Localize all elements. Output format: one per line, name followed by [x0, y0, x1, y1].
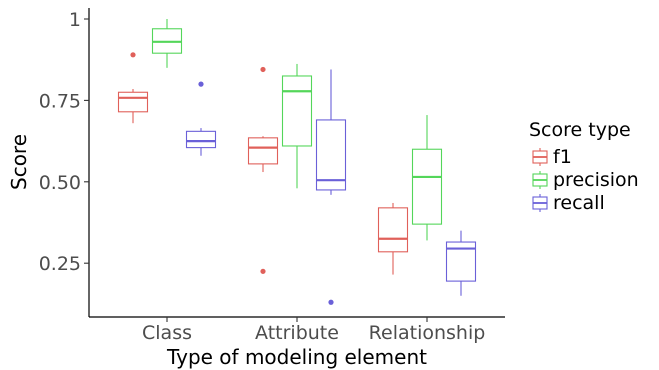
iqr-box [281, 75, 313, 147]
box-f1-relationship [377, 202, 409, 275]
y-tick-label: 0.50 [39, 172, 81, 194]
iqr-box [315, 119, 347, 191]
legend-label: recall [553, 192, 605, 214]
x-tick-label: Relationship [369, 322, 486, 344]
x-axis-title: Type of modeling element [166, 345, 427, 369]
iqr-box [247, 137, 279, 165]
x-axis-ticks: Class Attribute Relationship [142, 317, 485, 344]
outlier-point [328, 299, 334, 305]
iqr-box [411, 148, 443, 225]
box-recall-attribute [315, 69, 347, 305]
iqr-box [185, 130, 217, 149]
box-precision-class [151, 19, 183, 68]
legend-label: f1 [553, 146, 572, 168]
box-f1-class [117, 52, 149, 124]
legend-item-precision: precision [532, 169, 639, 191]
outlier-point [198, 81, 204, 87]
legend-label: precision [553, 169, 639, 191]
y-tick-label: 0.25 [39, 253, 81, 275]
iqr-box [377, 207, 409, 253]
outlier-point [130, 52, 136, 58]
box-precision-relationship [411, 115, 443, 241]
y-axis-ticks: 0.25 0.50 0.75 1 [39, 9, 89, 275]
x-tick-label: Class [142, 322, 192, 344]
legend-item-f1: f1 [532, 146, 572, 168]
y-axis-title: Score [7, 134, 31, 190]
plot-area [117, 19, 477, 305]
outlier-point [260, 268, 266, 274]
box-recall-relationship [445, 230, 477, 296]
y-tick-label: 1 [69, 9, 81, 31]
iqr-box [117, 91, 149, 113]
outlier-point [260, 66, 266, 73]
x-tick-label: Attribute [255, 322, 339, 344]
box-f1-attribute [247, 66, 279, 274]
y-tick-label: 0.75 [39, 90, 81, 112]
legend-title: Score type [529, 119, 631, 141]
box-precision-attribute [281, 63, 313, 189]
legend-item-recall: recall [532, 192, 605, 214]
box-recall-class [185, 81, 217, 156]
